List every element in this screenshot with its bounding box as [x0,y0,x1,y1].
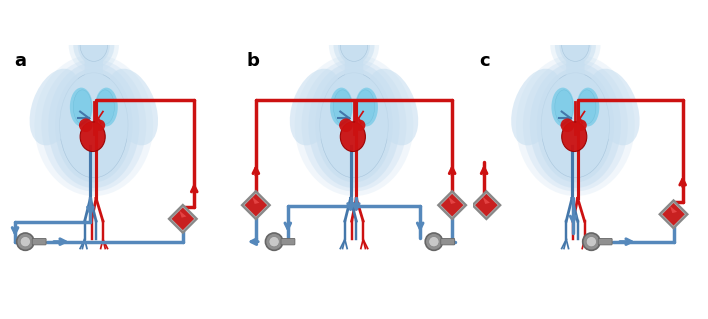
Polygon shape [179,211,186,218]
Ellipse shape [290,69,341,145]
Ellipse shape [80,29,108,61]
Polygon shape [171,208,194,230]
Polygon shape [252,197,259,204]
Ellipse shape [30,69,81,145]
Ellipse shape [59,73,128,178]
Text: b: b [246,52,260,70]
Polygon shape [670,206,677,213]
Ellipse shape [69,18,119,73]
Polygon shape [438,191,466,219]
Ellipse shape [341,122,365,152]
Polygon shape [483,197,490,204]
Ellipse shape [511,69,562,145]
FancyBboxPatch shape [345,55,363,82]
Ellipse shape [95,88,118,126]
Polygon shape [242,191,270,219]
Ellipse shape [555,90,573,124]
Polygon shape [660,200,687,228]
Circle shape [17,233,34,250]
FancyBboxPatch shape [566,55,585,82]
Circle shape [20,236,30,247]
Ellipse shape [341,29,367,61]
Ellipse shape [552,88,574,126]
Circle shape [428,236,439,247]
Ellipse shape [333,90,352,124]
Polygon shape [662,203,685,226]
Ellipse shape [530,63,621,188]
FancyBboxPatch shape [32,239,46,245]
Ellipse shape [70,88,93,126]
Ellipse shape [73,90,91,124]
Ellipse shape [561,118,574,132]
Ellipse shape [578,90,596,124]
FancyBboxPatch shape [85,55,103,82]
Ellipse shape [107,69,158,145]
Ellipse shape [79,118,93,132]
Circle shape [583,233,600,250]
Ellipse shape [523,59,628,191]
Polygon shape [449,197,456,204]
Ellipse shape [55,68,132,182]
Ellipse shape [516,55,635,196]
Ellipse shape [295,55,413,196]
Ellipse shape [555,23,596,68]
Ellipse shape [96,90,115,124]
Circle shape [586,236,597,247]
Ellipse shape [356,90,375,124]
Polygon shape [472,191,501,219]
FancyBboxPatch shape [281,239,295,245]
Ellipse shape [330,88,353,126]
Ellipse shape [354,120,365,131]
Ellipse shape [559,26,591,65]
Ellipse shape [367,69,418,145]
Ellipse shape [73,23,115,68]
Ellipse shape [302,59,406,191]
FancyBboxPatch shape [598,239,612,245]
Ellipse shape [48,63,139,188]
Polygon shape [441,194,464,216]
Ellipse shape [339,118,353,132]
Circle shape [266,233,282,250]
Polygon shape [244,194,267,216]
Ellipse shape [309,63,399,188]
Text: a: a [14,52,26,70]
Ellipse shape [93,120,105,131]
Ellipse shape [561,29,589,61]
Polygon shape [169,205,197,233]
Circle shape [426,233,442,250]
Ellipse shape [338,26,370,65]
Polygon shape [475,194,498,216]
Ellipse shape [333,23,375,68]
Ellipse shape [78,26,110,65]
Ellipse shape [320,73,388,178]
Ellipse shape [315,68,393,182]
Ellipse shape [80,122,105,152]
Circle shape [269,236,280,247]
Ellipse shape [541,73,610,178]
Ellipse shape [329,18,379,73]
Ellipse shape [561,122,587,152]
Ellipse shape [550,18,600,73]
Ellipse shape [589,69,639,145]
Ellipse shape [35,55,153,196]
FancyBboxPatch shape [440,239,455,245]
Ellipse shape [537,68,615,182]
Ellipse shape [355,88,378,126]
Ellipse shape [576,88,600,126]
Ellipse shape [576,120,587,131]
Text: c: c [479,52,490,70]
Ellipse shape [41,59,147,191]
